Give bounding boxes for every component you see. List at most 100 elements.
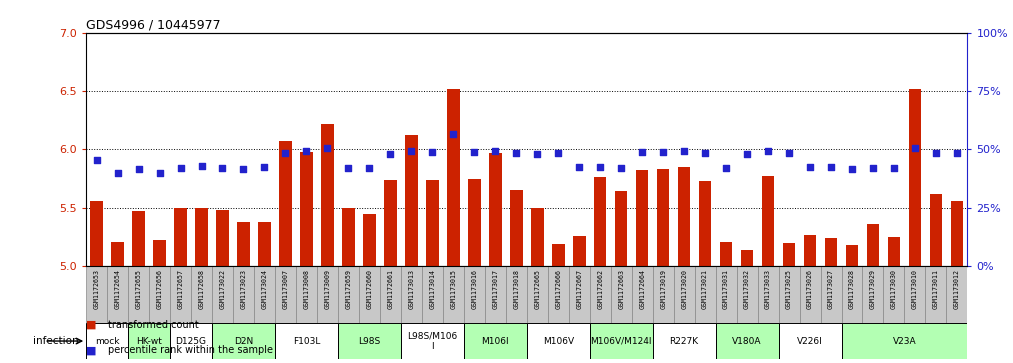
Bar [699,181,711,266]
Point [739,151,756,157]
Text: V226I: V226I [797,337,823,346]
Point [781,150,797,156]
Bar [401,323,464,359]
Text: GSM1173007: GSM1173007 [283,269,289,309]
Point [634,149,650,155]
Point [865,165,881,171]
Text: D2N: D2N [234,337,253,346]
Bar [380,266,401,323]
Bar [909,89,921,266]
Text: GSM1173032: GSM1173032 [745,269,750,309]
Bar [342,208,355,266]
Bar [405,135,417,266]
Text: GSM1173022: GSM1173022 [220,269,226,309]
Point [697,150,713,156]
Bar [758,266,779,323]
Bar [464,323,527,359]
Text: GSM1172665: GSM1172665 [534,269,540,309]
Bar [799,266,821,323]
Text: GSM1173033: GSM1173033 [765,269,771,309]
Bar [652,266,674,323]
Bar [359,266,380,323]
Bar [300,152,313,266]
Text: GSM1172660: GSM1172660 [367,269,373,309]
Bar [237,222,250,266]
Bar [107,266,128,323]
Text: percentile rank within the sample: percentile rank within the sample [108,345,274,355]
Bar [548,266,568,323]
Bar [489,153,501,266]
Bar [527,323,590,359]
Text: GSM1173023: GSM1173023 [240,269,246,309]
Bar [552,244,564,266]
Point [256,164,272,170]
Text: GSM1172658: GSM1172658 [199,269,205,309]
Point [718,165,734,171]
Bar [594,178,607,266]
Bar [946,266,967,323]
Bar [86,323,128,359]
Text: GSM1172654: GSM1172654 [114,269,121,309]
Bar [762,176,774,266]
Bar [191,266,212,323]
Point [403,148,419,154]
Text: GSM1172656: GSM1172656 [157,269,162,309]
Bar [233,266,254,323]
Text: M106I: M106I [481,337,510,346]
Bar [632,266,652,323]
Bar [905,266,926,323]
Point [844,166,860,172]
Text: GSM1173019: GSM1173019 [660,269,667,309]
Bar [846,245,858,266]
Bar [216,210,229,266]
Point [928,150,944,156]
Bar [275,323,338,359]
Point [885,165,903,171]
Text: M106V/M124I: M106V/M124I [591,337,652,346]
Bar [426,180,439,266]
Text: L98S/M106
I: L98S/M106 I [407,331,458,351]
Point [382,151,398,157]
Bar [505,266,527,323]
Text: GSM1173008: GSM1173008 [304,269,309,309]
Bar [86,266,107,323]
Bar [338,266,359,323]
Text: GSM1173029: GSM1173029 [870,269,876,309]
Point [215,165,231,171]
Text: ■: ■ [86,345,96,355]
Bar [590,323,652,359]
Bar [531,208,544,266]
Bar [779,323,842,359]
Point [235,166,251,172]
Text: infection: infection [33,336,79,346]
Bar [821,266,842,323]
Bar [443,266,464,323]
Bar [275,266,296,323]
Bar [296,266,317,323]
Bar [170,323,212,359]
Text: L98S: L98S [359,337,381,346]
Bar [720,241,732,266]
Bar [887,237,901,266]
Point [319,145,335,151]
Text: GSM1172657: GSM1172657 [177,269,183,309]
Text: M106V: M106V [543,337,573,346]
Bar [254,266,275,323]
Text: GSM1173011: GSM1173011 [933,269,939,309]
Text: GSM1173014: GSM1173014 [430,269,436,309]
Bar [421,266,443,323]
Text: GSM1173010: GSM1173010 [912,269,918,309]
Point [949,150,965,156]
Bar [636,170,648,266]
Bar [133,211,145,266]
Text: GSM1172655: GSM1172655 [136,269,142,309]
Bar [280,141,292,266]
Point [424,149,441,155]
Text: GSM1173013: GSM1173013 [408,269,414,309]
Text: GSM1173018: GSM1173018 [514,269,520,309]
Bar [779,266,799,323]
Bar [485,266,505,323]
Text: GSM1172662: GSM1172662 [598,269,603,309]
Point [592,164,608,170]
Bar [867,224,879,266]
